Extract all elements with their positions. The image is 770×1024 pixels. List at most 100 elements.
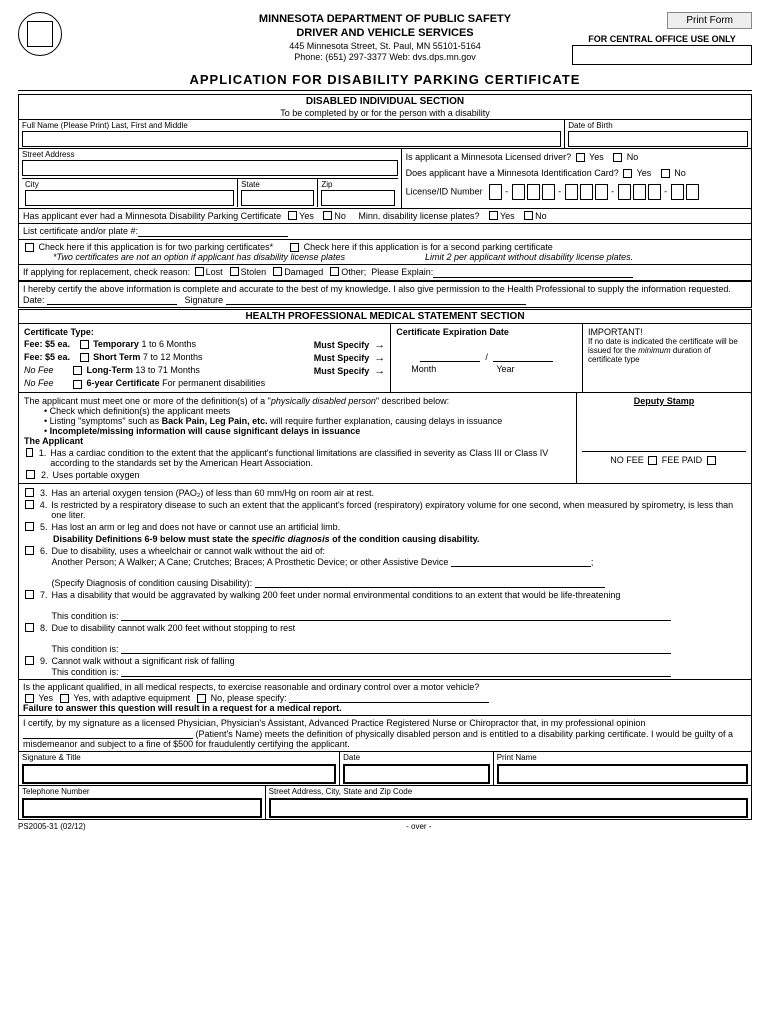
long-chk[interactable] — [73, 366, 82, 375]
cert-row: I certify, by my signature as a licensed… — [19, 716, 751, 752]
deputy-label: Deputy Stamp — [582, 396, 746, 406]
d1-chk[interactable] — [26, 448, 33, 457]
fee-row: NO FEE FEE PAID — [582, 451, 746, 465]
d4-chk[interactable] — [25, 500, 34, 509]
sigt-input[interactable] — [22, 764, 336, 784]
damaged-chk[interactable] — [273, 267, 282, 276]
datel-input[interactable] — [343, 764, 490, 784]
bullet3: Incomplete/missing information will caus… — [50, 426, 361, 436]
zip-label: Zip — [321, 180, 394, 189]
qual-row: Is the applicant qualified, in all medic… — [19, 680, 751, 716]
zip-input[interactable] — [321, 190, 394, 206]
dept-name: MINNESOTA DEPARTMENT OF PUBLIC SAFETY — [18, 12, 752, 26]
q1: Is applicant a Minnesota Licensed driver… — [406, 152, 747, 162]
license-row: License/ID Number - - - - — [406, 184, 747, 200]
two-row: Check here if this application is for tw… — [19, 240, 751, 265]
imp-text: If no date is indicated the certificate … — [588, 337, 746, 364]
short-chk[interactable] — [80, 353, 89, 362]
temp-chk[interactable] — [80, 340, 89, 349]
plates-no[interactable] — [524, 211, 533, 220]
state-seal-icon — [18, 12, 62, 56]
d3: Has an arterial oxygen tension (PAO₂) of… — [52, 488, 374, 498]
sigt-label: Signature & Title — [22, 753, 336, 762]
qual-yes[interactable] — [25, 694, 34, 703]
s1-sub: To be completed by or for the person wit… — [19, 108, 751, 120]
month-input[interactable] — [420, 351, 480, 362]
d6-header: Disability Definitions 6-9 below must st… — [53, 534, 747, 544]
over-label: - over - — [406, 822, 431, 831]
had-yes[interactable] — [288, 211, 297, 220]
header: MINNESOTA DEPARTMENT OF PUBLIC SAFETY DR… — [18, 12, 752, 64]
d6-chk[interactable] — [25, 546, 34, 555]
pname-input[interactable] — [497, 764, 748, 784]
dob-input[interactable] — [568, 131, 748, 147]
d2: Uses portable oxygen — [53, 470, 140, 480]
other-chk[interactable] — [330, 267, 339, 276]
app-label: The Applicant — [24, 436, 571, 446]
s2-title: HEALTH PROFESSIONAL MEDICAL STATEMENT SE… — [19, 310, 751, 324]
city-input[interactable] — [25, 190, 234, 206]
six-chk[interactable] — [73, 380, 82, 389]
imp-label: IMPORTANT! — [588, 327, 746, 337]
replace-row: If applying for replacement, check reaso… — [19, 265, 751, 281]
form-number: PS2005-31 (02/12) — [18, 822, 86, 831]
plates-yes[interactable] — [489, 211, 498, 220]
q1-yes[interactable] — [576, 153, 585, 162]
street-input[interactable] — [22, 160, 398, 176]
saddr-input[interactable] — [269, 798, 748, 818]
lost-chk[interactable] — [195, 267, 204, 276]
qual-adapt[interactable] — [60, 694, 69, 703]
state-label: State — [241, 180, 314, 189]
date-input[interactable] — [47, 294, 177, 305]
sig-input[interactable] — [226, 294, 526, 305]
pname-label: Print Name — [497, 753, 748, 762]
disabled-section: DISABLED INDIVIDUAL SECTION To be comple… — [18, 94, 752, 308]
d4: Is restricted by a respiratory disease t… — [51, 500, 747, 520]
central-office: FOR CENTRAL OFFICE USE ONLY — [572, 34, 752, 65]
footer: PS2005-31 (02/12) - over - — [18, 822, 752, 831]
q1-no[interactable] — [613, 153, 622, 162]
d5: Has lost an arm or leg and does not have… — [52, 522, 341, 532]
health-section: HEALTH PROFESSIONAL MEDICAL STATEMENT SE… — [18, 309, 752, 820]
q2-no[interactable] — [661, 169, 670, 178]
dob-label: Date of Birth — [568, 121, 748, 130]
exp-label: Certificate Expiration Date — [396, 327, 577, 337]
d7-chk[interactable] — [25, 590, 34, 599]
bullet1: Check which definition(s) the applicant … — [50, 406, 231, 416]
datel-label: Date — [343, 753, 490, 762]
saddr-label: Street Address, City, State and Zip Code — [269, 787, 748, 796]
state-input[interactable] — [241, 190, 314, 206]
d9-chk[interactable] — [25, 656, 34, 665]
street-label: Street Address — [22, 150, 398, 159]
tel-input[interactable] — [22, 798, 262, 818]
central-box — [572, 45, 752, 65]
d2-chk[interactable] — [26, 470, 35, 479]
list-input[interactable] — [138, 226, 288, 237]
d5-chk[interactable] — [25, 522, 34, 531]
tel-label: Telephone Number — [22, 787, 262, 796]
ctype-label: Certificate Type: — [24, 327, 385, 337]
had-row: Has applicant ever had a Minnesota Disab… — [19, 209, 751, 224]
form-title: APPLICATION FOR DISABILITY PARKING CERTI… — [18, 72, 752, 91]
d1: Has a cardiac condition to the extent th… — [50, 448, 571, 468]
stolen-chk[interactable] — [230, 267, 239, 276]
central-label: FOR CENTRAL OFFICE USE ONLY — [572, 34, 752, 44]
fullname-input[interactable] — [22, 131, 561, 147]
d3-chk[interactable] — [25, 488, 34, 497]
nofee-chk[interactable] — [648, 456, 657, 465]
year-input[interactable] — [493, 351, 553, 362]
q2: Does applicant have a Minnesota Identifi… — [406, 168, 747, 178]
list-row: List certificate and/or plate #: — [19, 224, 751, 240]
print-button[interactable]: Print Form — [667, 12, 752, 29]
q2-yes[interactable] — [623, 169, 632, 178]
second-chk[interactable] — [290, 243, 299, 252]
feepaid-chk[interactable] — [707, 456, 716, 465]
had-no[interactable] — [323, 211, 332, 220]
city-label: City — [25, 180, 234, 189]
two-chk[interactable] — [25, 243, 34, 252]
meet-text: The applicant must meet one or more of t… — [24, 396, 571, 406]
explain-input[interactable] — [433, 267, 633, 278]
s1-title: DISABLED INDIVIDUAL SECTION — [19, 95, 751, 108]
d8-chk[interactable] — [25, 623, 34, 632]
qual-no[interactable] — [197, 694, 206, 703]
